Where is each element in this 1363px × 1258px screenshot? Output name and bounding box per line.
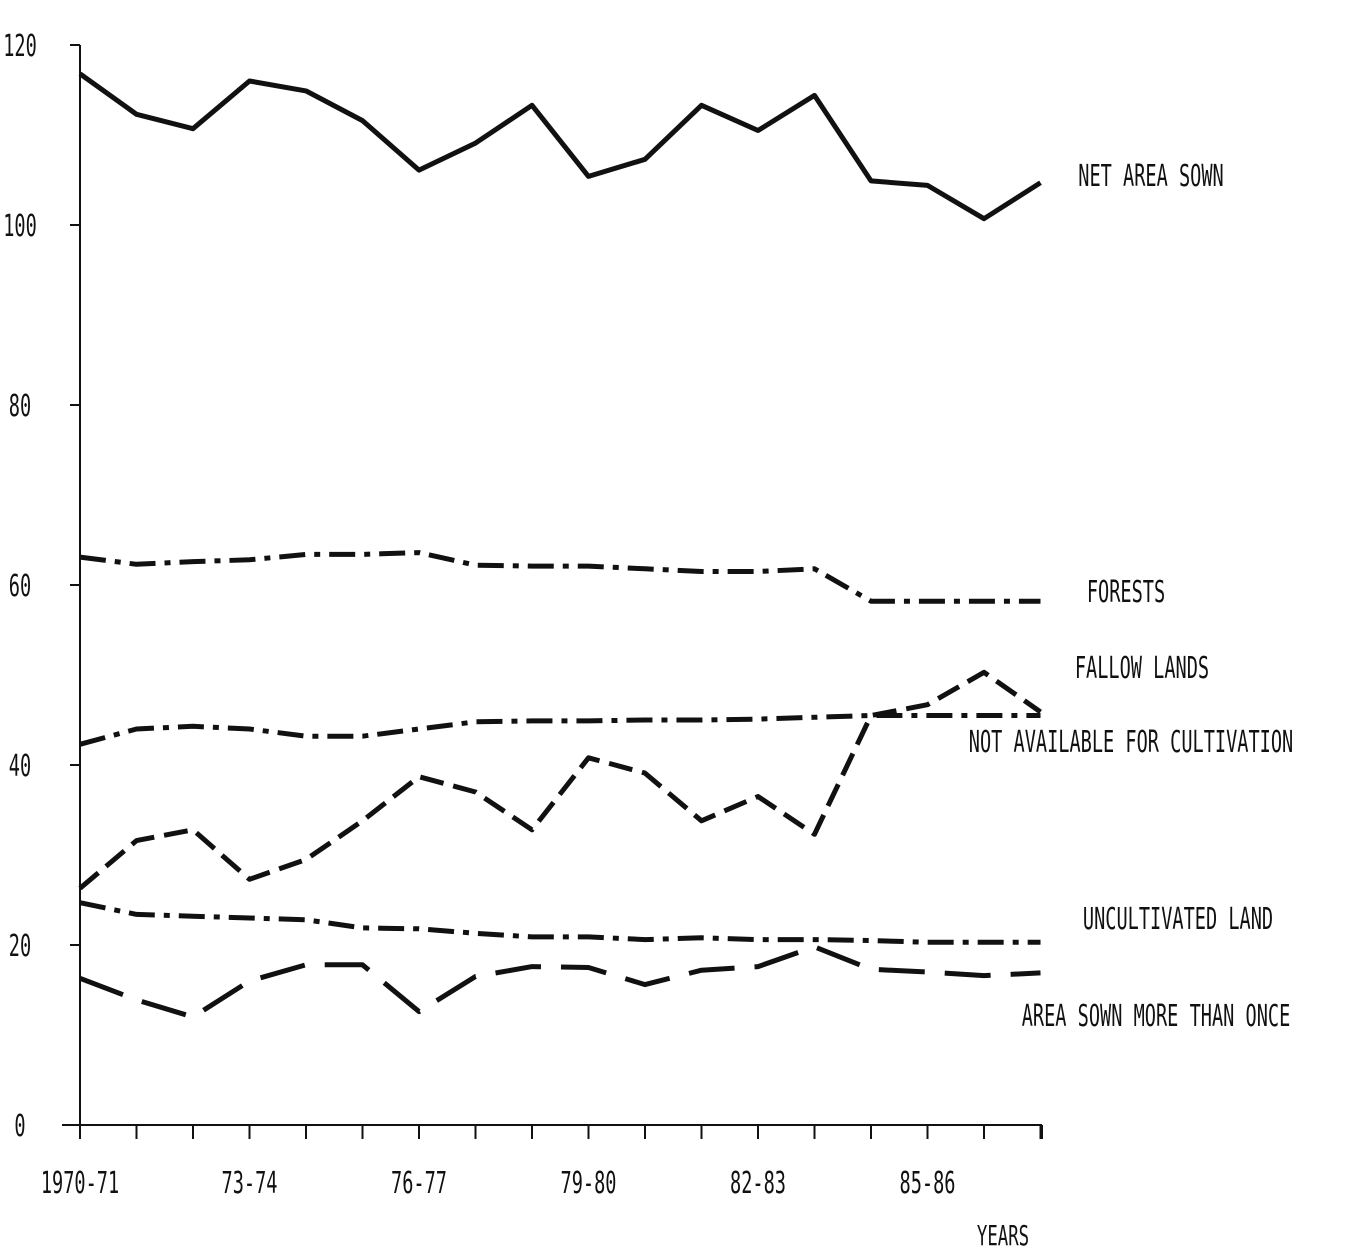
y-tick-label: 40	[9, 748, 31, 783]
x-tick-label: 1970-71	[41, 1165, 119, 1200]
y-ticks: 0 20 40 60 80 100 120	[3, 28, 80, 1143]
y-axis: 0 20 40 60 80 100 120	[3, 28, 81, 1143]
series-label: FORESTS	[1087, 574, 1165, 609]
series-line	[78, 71, 1042, 222]
series-labels: NET AREA SOWN FORESTS FALLOW LANDS NOT AVAI…	[969, 158, 1293, 1033]
x-tick-label: 85-86	[900, 1165, 956, 1200]
series-label: UNCULTIVATED LAND	[1083, 901, 1273, 936]
y-tick-label: 100	[3, 208, 37, 243]
y-tick-label: 60	[9, 568, 31, 603]
y-tick-label: 0	[14, 1108, 25, 1143]
x-tick-label: 73-74	[222, 1165, 278, 1200]
series-line	[79, 900, 1041, 945]
series-label: FALLOW LANDS	[1075, 650, 1209, 685]
x-tick-label: 76-77	[391, 1165, 447, 1200]
series-line	[79, 944, 1041, 1020]
x-tick-label: 79-80	[561, 1165, 617, 1200]
series-label: NOT AVAILABLE FOR CULTIVATION	[969, 724, 1293, 759]
series-line	[78, 669, 1042, 891]
x-axis: 1970-71 73-74 76-77 79-80 82-83 85-86 YEARS	[41, 1124, 1043, 1252]
x-axis-title: YEARS	[977, 1220, 1029, 1252]
x-ticks: 1970-71 73-74 76-77 79-80 82-83 85-86	[41, 1125, 1043, 1200]
y-tick-label: 120	[3, 28, 37, 63]
y-tick-label: 80	[9, 388, 31, 423]
series-label: AREA SOWN MORE THAN ONCE	[1022, 998, 1291, 1033]
series-line	[79, 550, 1041, 604]
y-tick-label: 20	[9, 928, 31, 963]
x-tick-label: 82-83	[730, 1165, 786, 1200]
series-label: NET AREA SOWN	[1078, 158, 1223, 193]
series-lines	[78, 71, 1042, 1020]
series-line	[79, 713, 1041, 747]
